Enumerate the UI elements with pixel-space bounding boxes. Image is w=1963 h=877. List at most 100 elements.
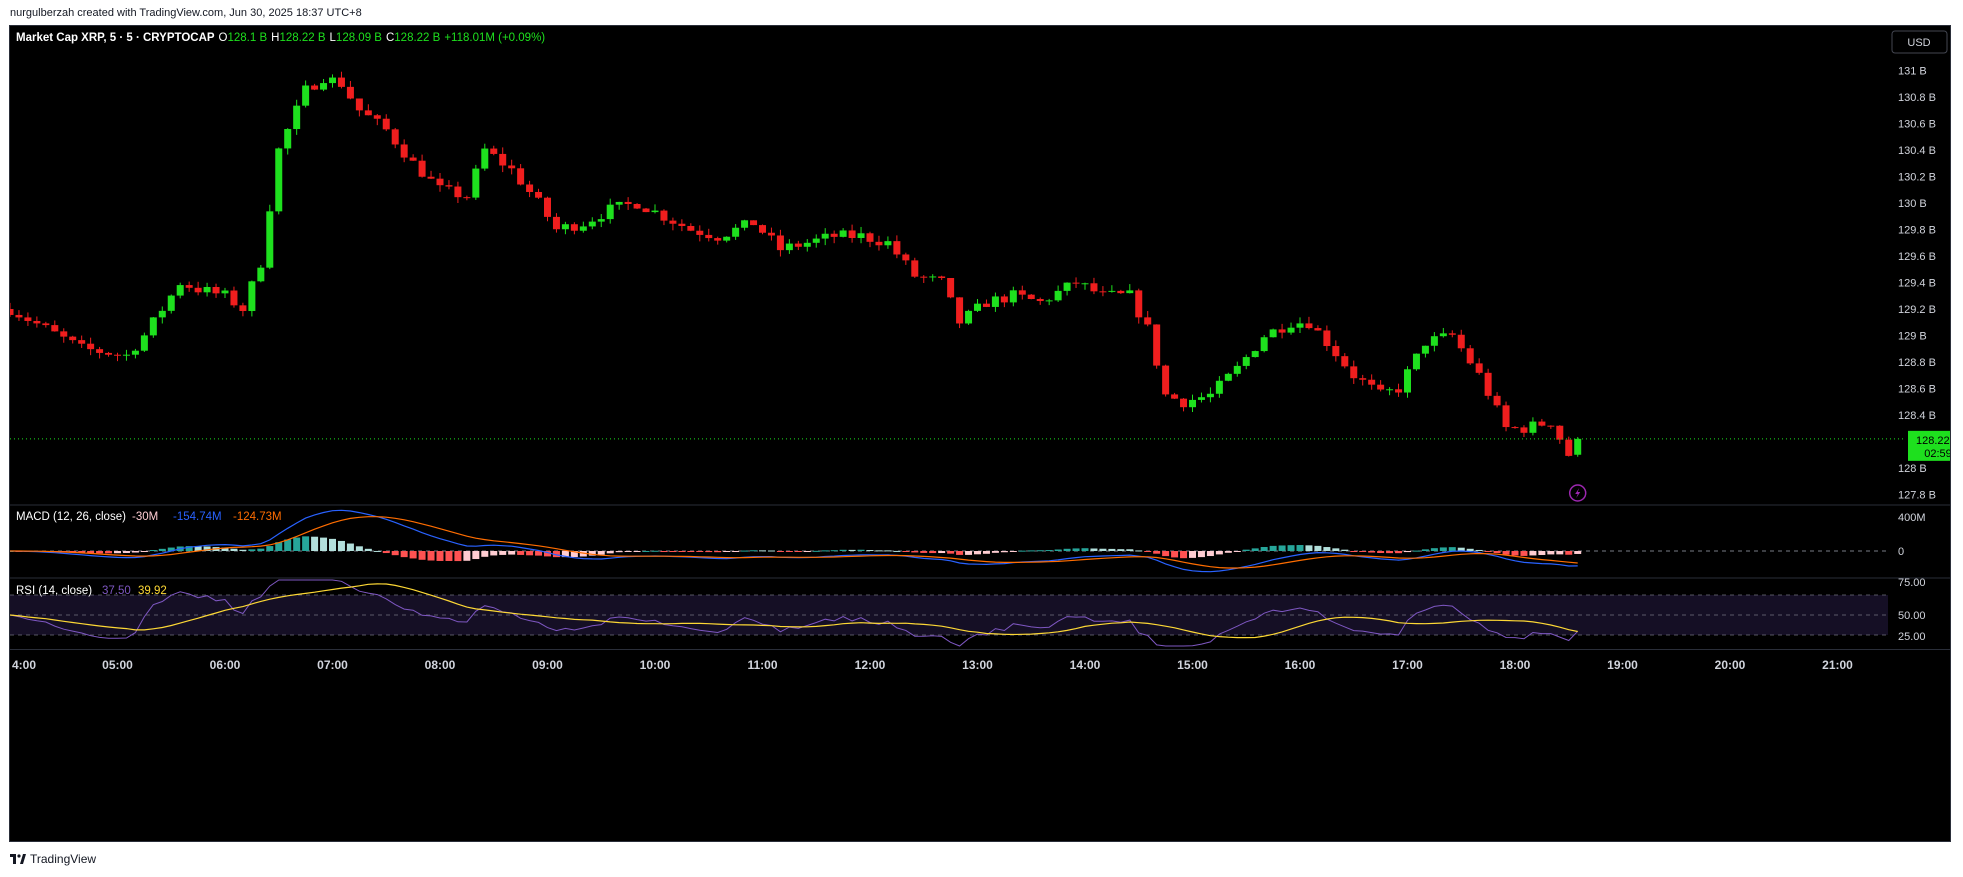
candle-body[interactable] <box>929 276 937 278</box>
candle-body[interactable] <box>51 325 59 332</box>
candle-body[interactable] <box>526 184 534 192</box>
candle-body[interactable] <box>821 233 829 239</box>
candle-body[interactable] <box>982 303 990 307</box>
candle-body[interactable] <box>1117 290 1125 294</box>
candle-body[interactable] <box>1520 427 1528 433</box>
candle-body[interactable] <box>812 238 820 243</box>
candle-body[interactable] <box>974 303 981 311</box>
candle-body[interactable] <box>1556 425 1564 440</box>
candle-body[interactable] <box>320 83 328 90</box>
candle-body[interactable] <box>893 241 901 255</box>
candle-body[interactable] <box>1099 291 1107 293</box>
candle-body[interactable] <box>33 320 41 324</box>
candle-body[interactable] <box>1269 329 1277 338</box>
candle-body[interactable] <box>552 216 560 230</box>
candle-body[interactable] <box>633 204 641 209</box>
candle-body[interactable] <box>785 243 793 251</box>
candle-body[interactable] <box>1412 353 1420 370</box>
candle-body[interactable] <box>355 98 363 111</box>
candle-body[interactable] <box>517 168 525 185</box>
candle-body[interactable] <box>759 225 766 233</box>
candle-body[interactable] <box>579 226 587 231</box>
candle-body[interactable] <box>382 118 390 130</box>
candle-body[interactable] <box>642 208 650 213</box>
candle-body[interactable] <box>544 197 551 217</box>
candle-body[interactable] <box>1009 290 1017 303</box>
candle-body[interactable] <box>212 287 220 294</box>
candle-body[interactable] <box>1359 378 1367 380</box>
candle-body[interactable] <box>1305 323 1313 329</box>
candle-body[interactable] <box>239 305 247 312</box>
candle-body[interactable] <box>1233 365 1241 374</box>
candle-body[interactable] <box>490 148 498 154</box>
candle-body[interactable] <box>1332 346 1340 357</box>
candle-body[interactable] <box>105 352 113 355</box>
candle-body[interactable] <box>60 331 68 337</box>
candle-body[interactable] <box>1000 296 1008 303</box>
candle-body[interactable] <box>302 85 310 106</box>
candle-body[interactable] <box>337 77 345 87</box>
candle-body[interactable] <box>1215 380 1223 394</box>
candle-body[interactable] <box>427 176 435 179</box>
candle-body[interactable] <box>158 310 166 318</box>
candle-body[interactable] <box>911 260 919 277</box>
candle-body[interactable] <box>696 230 704 235</box>
candle-body[interactable] <box>920 276 928 278</box>
candle-body[interactable] <box>1421 345 1429 354</box>
candle-body[interactable] <box>1404 369 1411 393</box>
candle-body[interactable] <box>1323 330 1331 347</box>
candle-body[interactable] <box>1260 337 1268 352</box>
candle-body[interactable] <box>1162 365 1170 395</box>
candle-body[interactable] <box>1439 333 1447 337</box>
candle-body[interactable] <box>266 211 274 268</box>
candle-body[interactable] <box>373 115 381 119</box>
candle-body[interactable] <box>329 77 336 84</box>
candle-body[interactable] <box>167 295 175 311</box>
candle-body[interactable] <box>750 220 758 226</box>
candle-body[interactable] <box>436 178 444 186</box>
candle-body[interactable] <box>1511 427 1519 429</box>
candle-body[interactable] <box>705 234 713 239</box>
candle-body[interactable] <box>1206 393 1214 398</box>
candle-body[interactable] <box>1180 398 1188 408</box>
candle-body[interactable] <box>1493 395 1501 406</box>
candle-body[interactable] <box>203 287 211 293</box>
candle-body[interactable] <box>87 343 95 350</box>
candle-body[interactable] <box>884 241 892 246</box>
candle-body[interactable] <box>535 191 543 198</box>
candle-body[interactable] <box>149 317 157 336</box>
candle-body[interactable] <box>1377 384 1385 390</box>
candle-body[interactable] <box>866 233 874 242</box>
candle-body[interactable] <box>597 219 605 222</box>
candle-body[interactable] <box>1108 290 1116 292</box>
candle-body[interactable] <box>176 285 184 296</box>
candle-body[interactable] <box>15 314 23 318</box>
candle-body[interactable] <box>275 148 283 212</box>
candle-body[interactable] <box>1386 389 1394 391</box>
candle-body[interactable] <box>794 243 802 247</box>
candle-body[interactable] <box>284 129 292 149</box>
candle-body[interactable] <box>454 186 462 198</box>
candle-body[interactable] <box>1448 333 1456 335</box>
candle-body[interactable] <box>1153 324 1161 366</box>
candle-body[interactable] <box>418 160 426 177</box>
candle-body[interactable] <box>651 210 659 213</box>
candle-body[interactable] <box>561 224 569 230</box>
candle-body[interactable] <box>857 233 865 238</box>
candle-body[interactable] <box>10 309 14 315</box>
candle-body[interactable] <box>1251 351 1259 358</box>
candle-body[interactable] <box>445 185 453 187</box>
candle-body[interactable] <box>409 157 417 161</box>
candle-body[interactable] <box>615 201 623 205</box>
candle-body[interactable] <box>1072 282 1080 284</box>
candle-body[interactable] <box>875 241 883 246</box>
candle-body[interactable] <box>767 232 775 236</box>
candle-body[interactable] <box>364 110 372 116</box>
candle-body[interactable] <box>624 201 632 205</box>
candle-body[interactable] <box>956 297 964 324</box>
candle-body[interactable] <box>830 233 838 237</box>
candle-body[interactable] <box>1027 294 1035 300</box>
candle-body[interactable] <box>902 254 910 261</box>
candle-body[interactable] <box>311 85 319 90</box>
candle-body[interactable] <box>714 238 722 241</box>
